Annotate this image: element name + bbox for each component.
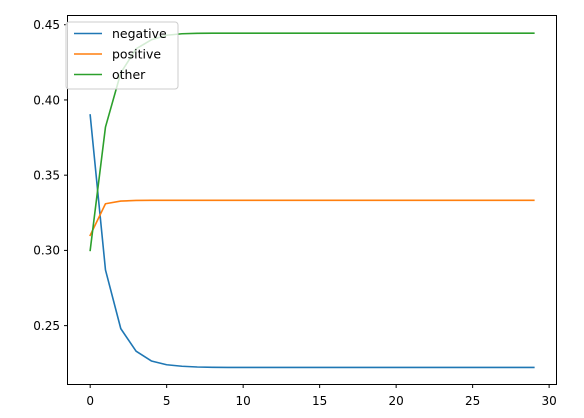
legend-label-positive: positive — [112, 47, 161, 62]
x-tick-label: 15 — [312, 394, 327, 408]
x-tick-label: 30 — [541, 394, 556, 408]
x-tick-label: 5 — [163, 394, 171, 408]
legend-box — [65, 21, 179, 90]
x-tick-label: 10 — [236, 394, 251, 408]
plot-frame — [67, 15, 557, 385]
y-tick-label: 0.30 — [33, 244, 60, 258]
legend-label-other: other — [112, 67, 146, 82]
x-tick-label: 20 — [388, 394, 403, 408]
legend: negative positive other — [65, 21, 179, 90]
y-axis: 0.25 0.30 0.35 0.40 0.45 — [33, 18, 68, 333]
y-tick-label: 0.40 — [33, 93, 60, 107]
y-tick-label: 0.25 — [33, 319, 60, 333]
x-tick-label: 0 — [86, 394, 94, 408]
x-axis: 0 5 10 15 20 25 30 — [86, 384, 557, 408]
y-tick-label: 0.45 — [33, 18, 60, 32]
series-line-negative — [89, 114, 535, 369]
y-tick-label: 0.35 — [33, 168, 60, 182]
x-tick-label: 25 — [465, 394, 480, 408]
series-line-positive — [89, 199, 535, 237]
legend-label-negative: negative — [112, 26, 167, 41]
